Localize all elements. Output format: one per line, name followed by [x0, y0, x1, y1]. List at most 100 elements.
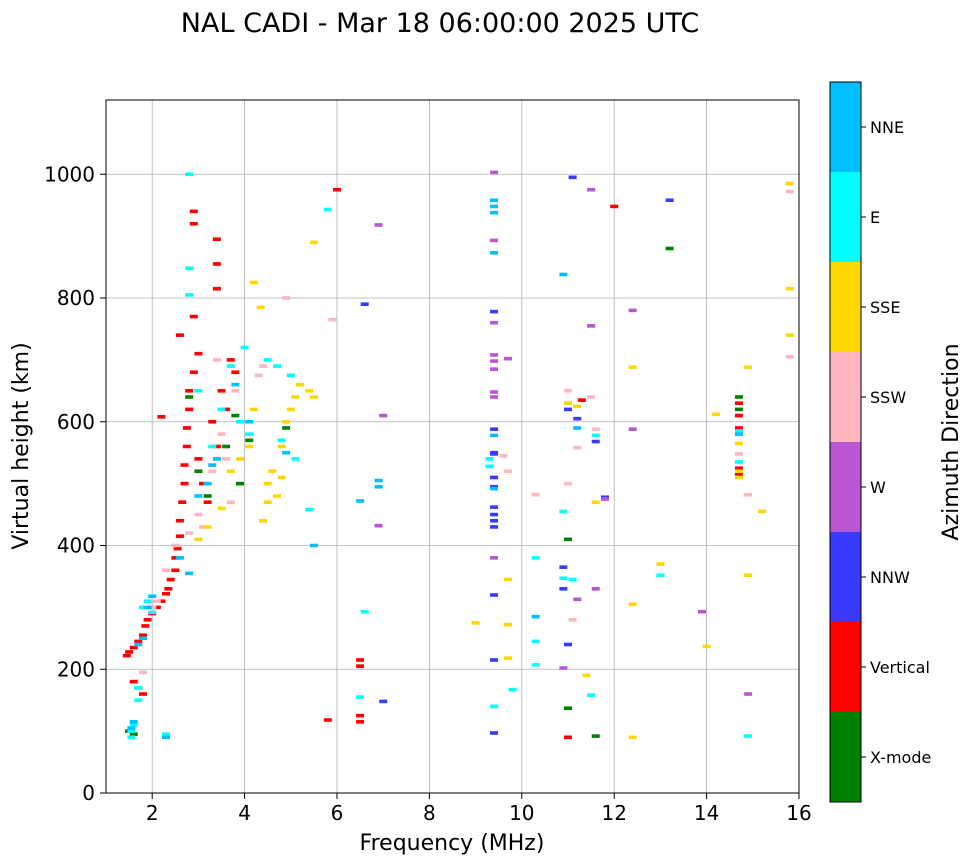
- data-point: [734, 401, 743, 405]
- data-point: [245, 432, 254, 436]
- data-point: [744, 365, 753, 370]
- data-point: [222, 407, 231, 412]
- data-point: [203, 481, 212, 486]
- data-point: [564, 407, 572, 412]
- data-point: [564, 537, 572, 542]
- data-point: [360, 302, 369, 306]
- x-tick-label: 4: [238, 801, 251, 825]
- data-point: [573, 597, 582, 602]
- data-point: [148, 594, 157, 599]
- data-point: [587, 324, 596, 328]
- colorbar-tick-label: W: [870, 478, 886, 497]
- data-point: [259, 364, 268, 368]
- data-point: [194, 351, 203, 356]
- data-point: [129, 720, 138, 724]
- data-point: [162, 568, 171, 573]
- data-point: [277, 475, 286, 480]
- data-point: [134, 698, 143, 702]
- data-point: [323, 718, 332, 722]
- chart-title: NAL CADI - Mar 18 06:00:00 2025 UTC: [181, 8, 699, 39]
- data-point: [665, 246, 674, 251]
- data-point: [134, 639, 143, 644]
- data-point: [591, 734, 600, 738]
- data-point: [485, 457, 494, 461]
- plot-frame: [105, 99, 800, 794]
- data-point: [374, 478, 383, 483]
- data-point: [559, 576, 568, 581]
- data-point: [490, 390, 499, 394]
- data-point: [199, 525, 208, 529]
- data-point: [178, 500, 187, 504]
- data-point: [249, 280, 258, 285]
- data-point: [277, 438, 286, 443]
- data-point: [490, 556, 499, 560]
- data-point: [127, 726, 136, 730]
- colorbar-tick-label: SSE: [870, 298, 900, 317]
- data-point: [374, 484, 383, 489]
- data-point: [785, 354, 794, 359]
- data-point: [600, 495, 609, 500]
- data-point: [758, 509, 767, 514]
- data-point: [559, 509, 568, 514]
- data-point: [143, 599, 152, 603]
- data-point: [249, 407, 258, 412]
- data-point: [259, 518, 268, 523]
- data-point: [490, 320, 499, 325]
- data-point: [573, 404, 582, 409]
- data-point: [531, 639, 540, 644]
- data-point: [171, 568, 180, 573]
- data-point: [333, 187, 341, 192]
- data-point: [531, 492, 540, 497]
- data-point: [656, 573, 665, 577]
- series-sse: [194, 181, 794, 740]
- data-point: [148, 605, 157, 610]
- data-point: [591, 587, 600, 591]
- data-point: [785, 189, 794, 194]
- x-tick-label: 16: [786, 801, 811, 825]
- y-tick-label: 200: [57, 657, 95, 681]
- data-point: [531, 663, 540, 667]
- data-point: [134, 686, 143, 690]
- data-point: [245, 438, 254, 443]
- series-nne: [127, 198, 743, 740]
- data-point: [564, 401, 572, 405]
- data-point: [222, 457, 231, 461]
- data-point: [203, 525, 212, 529]
- data-point: [591, 427, 600, 431]
- data-point: [490, 367, 499, 371]
- data-point: [490, 512, 499, 517]
- data-point: [490, 658, 499, 662]
- colorbar: X-mode Vertical NNW W SSW SSE E NNE: [829, 81, 931, 803]
- data-point: [374, 523, 383, 528]
- data-point: [166, 577, 175, 582]
- data-point: [189, 370, 198, 375]
- data-point: [152, 605, 161, 610]
- data-point: [138, 670, 147, 675]
- data-point: [503, 469, 512, 474]
- data-point: [697, 609, 706, 614]
- data-point: [185, 293, 194, 297]
- data-point: [157, 599, 166, 603]
- data-point: [162, 735, 171, 740]
- data-point: [212, 444, 221, 449]
- data-point: [185, 407, 194, 412]
- data-point: [490, 309, 499, 314]
- series-ssw: [138, 189, 794, 675]
- data-point: [185, 389, 194, 393]
- x-tick-label: 14: [694, 801, 719, 825]
- data-point: [503, 577, 512, 582]
- data-point: [180, 463, 189, 467]
- series-e: [127, 172, 753, 740]
- data-point: [734, 460, 743, 464]
- data-point: [235, 419, 244, 424]
- data-point: [122, 653, 131, 658]
- data-point: [282, 426, 291, 430]
- data-point: [185, 531, 194, 535]
- data-point: [212, 262, 221, 266]
- data-point: [490, 525, 499, 529]
- data-point: [503, 656, 512, 660]
- data-point: [282, 419, 291, 424]
- data-point: [734, 472, 743, 477]
- data-point: [356, 664, 365, 668]
- data-point: [379, 699, 388, 704]
